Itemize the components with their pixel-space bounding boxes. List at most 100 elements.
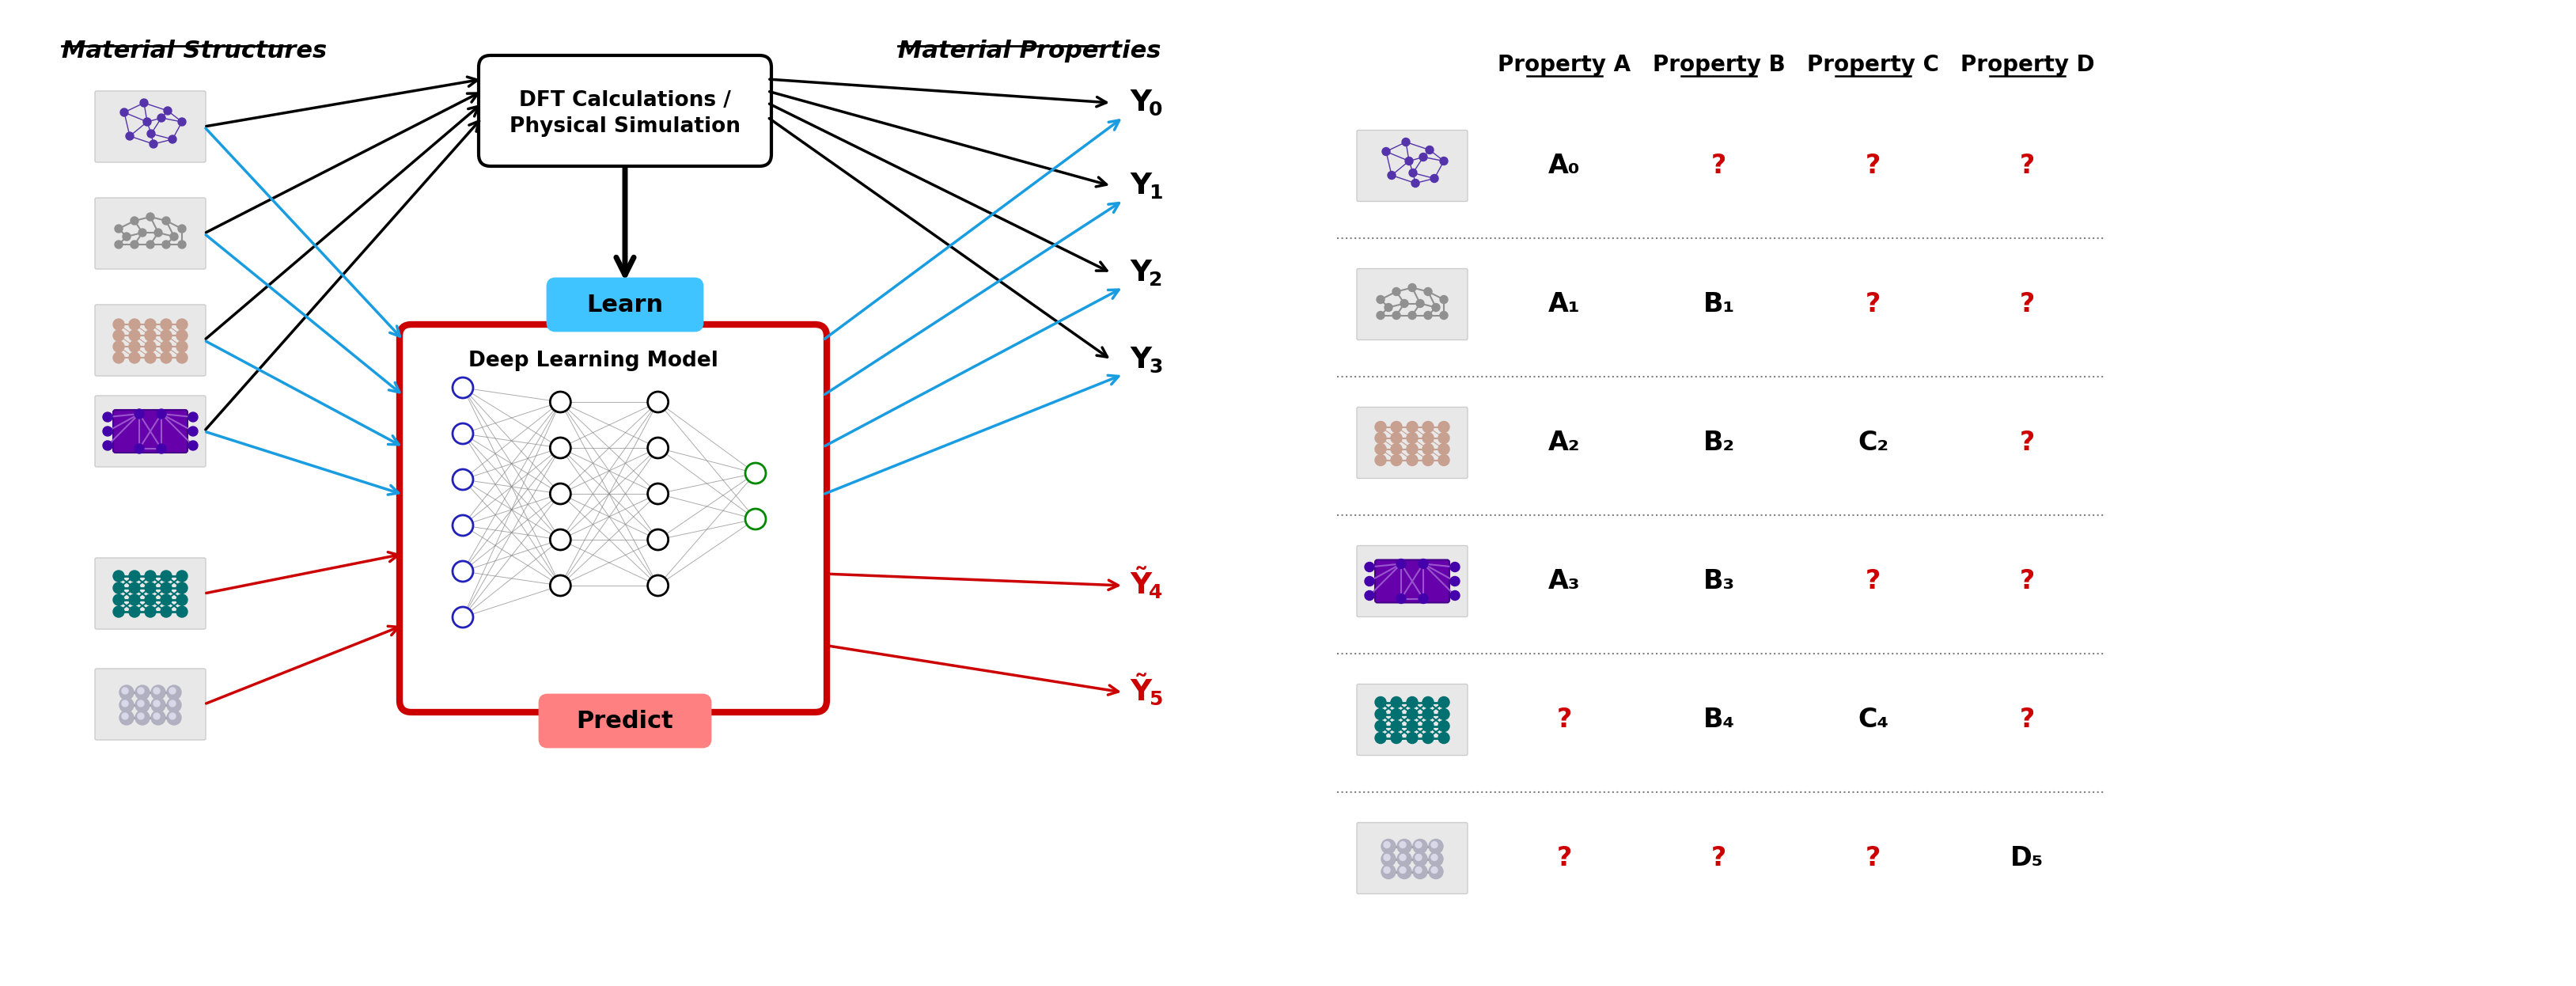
Circle shape <box>144 352 157 363</box>
Circle shape <box>116 225 124 233</box>
FancyBboxPatch shape <box>399 324 827 712</box>
Circle shape <box>167 711 180 725</box>
Circle shape <box>1376 312 1383 319</box>
Text: Deep Learning Model: Deep Learning Model <box>469 351 719 371</box>
Circle shape <box>167 685 180 699</box>
Circle shape <box>1399 842 1406 848</box>
Circle shape <box>113 571 124 582</box>
Circle shape <box>1432 867 1437 874</box>
Text: B₁: B₁ <box>1703 291 1734 317</box>
Circle shape <box>144 318 157 330</box>
Circle shape <box>1437 444 1450 455</box>
Circle shape <box>1414 839 1427 854</box>
Circle shape <box>167 135 175 143</box>
Text: Ỹ: Ỹ <box>1131 571 1151 599</box>
Circle shape <box>144 606 157 617</box>
Circle shape <box>1394 312 1401 319</box>
Circle shape <box>1450 577 1461 586</box>
Circle shape <box>1422 433 1435 444</box>
Circle shape <box>137 700 144 707</box>
Circle shape <box>155 687 160 694</box>
Text: ?: ? <box>2020 568 2035 595</box>
Circle shape <box>134 444 144 454</box>
Text: Property A: Property A <box>1499 54 1631 76</box>
Circle shape <box>139 99 147 106</box>
Circle shape <box>1422 444 1435 455</box>
Circle shape <box>103 412 113 422</box>
Text: ?: ? <box>1710 845 1726 872</box>
Circle shape <box>1376 444 1386 455</box>
Circle shape <box>129 583 139 594</box>
Circle shape <box>1391 709 1401 720</box>
Circle shape <box>1419 594 1427 603</box>
Circle shape <box>175 341 188 352</box>
Circle shape <box>1391 733 1401 743</box>
Text: C₂: C₂ <box>1857 430 1888 456</box>
Text: Learn: Learn <box>587 294 665 317</box>
Circle shape <box>453 423 474 444</box>
Circle shape <box>551 529 572 550</box>
Circle shape <box>1383 854 1391 861</box>
Circle shape <box>160 318 173 330</box>
FancyBboxPatch shape <box>1358 684 1468 755</box>
Circle shape <box>1430 175 1437 182</box>
Circle shape <box>1376 733 1386 743</box>
Circle shape <box>113 583 124 594</box>
Circle shape <box>129 352 139 363</box>
Circle shape <box>103 427 113 436</box>
Circle shape <box>121 687 129 694</box>
Circle shape <box>170 233 178 241</box>
Circle shape <box>1422 721 1435 732</box>
Circle shape <box>1396 594 1406 603</box>
Circle shape <box>1422 455 1435 465</box>
Text: DFT Calculations /: DFT Calculations / <box>518 90 732 110</box>
Circle shape <box>160 583 173 594</box>
Circle shape <box>178 118 185 126</box>
Text: ?: ? <box>1865 291 1880 317</box>
Circle shape <box>744 463 765 483</box>
Circle shape <box>113 595 124 605</box>
Circle shape <box>1396 839 1412 854</box>
Circle shape <box>1396 865 1412 879</box>
Circle shape <box>1432 854 1437 861</box>
Circle shape <box>1440 157 1448 165</box>
Circle shape <box>1399 867 1406 874</box>
Text: ?: ? <box>2020 707 2035 733</box>
Circle shape <box>453 378 474 398</box>
Circle shape <box>121 713 129 720</box>
Circle shape <box>160 341 173 352</box>
Circle shape <box>551 483 572 504</box>
Circle shape <box>453 469 474 490</box>
Circle shape <box>551 391 572 412</box>
Circle shape <box>1414 867 1422 874</box>
Circle shape <box>129 606 139 617</box>
Circle shape <box>551 575 572 596</box>
Circle shape <box>137 713 144 720</box>
Text: 5: 5 <box>1149 690 1162 709</box>
Circle shape <box>1381 839 1396 854</box>
Circle shape <box>1383 867 1391 874</box>
Circle shape <box>131 241 139 248</box>
Text: 2: 2 <box>1149 270 1162 290</box>
Circle shape <box>121 108 129 116</box>
Circle shape <box>129 318 139 330</box>
FancyBboxPatch shape <box>1358 822 1468 894</box>
Circle shape <box>1409 169 1417 176</box>
FancyBboxPatch shape <box>113 410 188 453</box>
Circle shape <box>137 687 144 694</box>
Circle shape <box>453 515 474 535</box>
Circle shape <box>175 330 188 341</box>
Circle shape <box>144 571 157 582</box>
Circle shape <box>126 132 134 140</box>
Text: Material Properties: Material Properties <box>899 39 1162 62</box>
Circle shape <box>113 606 124 617</box>
Circle shape <box>1401 300 1409 308</box>
Circle shape <box>1391 721 1401 732</box>
Circle shape <box>160 606 173 617</box>
Circle shape <box>1450 591 1461 600</box>
Circle shape <box>129 341 139 352</box>
Circle shape <box>113 352 124 363</box>
Text: ?: ? <box>1556 707 1571 733</box>
Circle shape <box>1422 733 1435 743</box>
Circle shape <box>1419 559 1427 569</box>
